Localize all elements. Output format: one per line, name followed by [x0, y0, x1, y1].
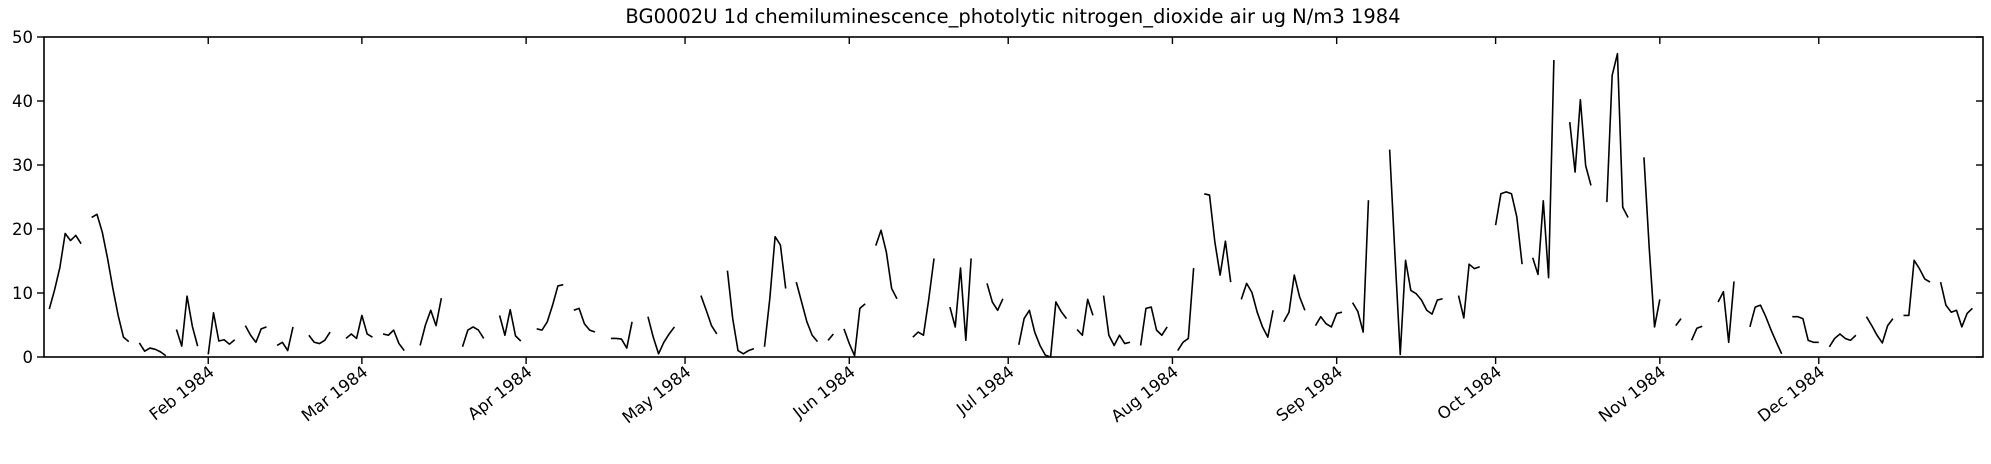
data-line-segment — [1792, 315, 1819, 344]
data-line-segment — [1351, 200, 1370, 333]
data-line-segment — [244, 325, 267, 344]
data-line-segment — [795, 281, 819, 343]
data-line-segment — [1568, 98, 1592, 186]
data-line-segment — [276, 326, 294, 352]
data-line-segment — [986, 283, 1004, 312]
data-line-segment — [573, 307, 596, 333]
data-line-segment — [647, 316, 676, 355]
data-line-segment — [610, 321, 633, 349]
data-line-segment — [91, 213, 130, 343]
data-line-segment — [1177, 267, 1195, 352]
data-line-segment — [1606, 52, 1629, 218]
data-line-segment — [419, 297, 443, 346]
data-line-segment — [138, 342, 167, 357]
data-line-segment — [1314, 311, 1343, 328]
data-line-segment — [345, 314, 373, 340]
data-line-segment — [1204, 193, 1232, 283]
data-line-segment — [763, 235, 787, 347]
data-line-segment — [1282, 274, 1306, 323]
data-line-segment — [1717, 281, 1735, 344]
data-line-segment — [48, 232, 82, 310]
data-line-segment — [875, 229, 898, 300]
data-line-segment — [461, 326, 485, 348]
y-tick-label: 50 — [12, 28, 33, 47]
data-line-segment — [175, 295, 199, 347]
data-line-segment — [1531, 60, 1555, 279]
data-line-segment — [498, 308, 522, 342]
y-tick-label: 30 — [12, 156, 33, 175]
data-line-segment — [1675, 318, 1682, 327]
chart-title: BG0002U 1d chemiluminescence_photolytic … — [625, 5, 1400, 28]
data-line-segment — [1076, 298, 1094, 337]
data-line-segment — [912, 258, 935, 338]
plot-frame — [43, 36, 1984, 358]
data-line-segment — [1388, 149, 1443, 356]
plot-area: 0 10 20 30 40 50 Feb 1984 Mar 1984 Apr 1984 May 1… — [12, 28, 1984, 427]
data-line-segment — [1828, 333, 1857, 348]
data-line-segment — [1494, 191, 1523, 265]
data-line-segment — [700, 295, 718, 335]
data-line-segment — [1139, 306, 1168, 346]
y-tick-label: 40 — [12, 92, 33, 111]
x-tick-label: Apr 1984 — [464, 362, 535, 424]
x-tick-label: May 1984 — [619, 362, 695, 427]
data-line-segment — [308, 331, 331, 345]
x-tick-label: Sep 1984 — [1273, 362, 1346, 425]
x-tick-label: Mar 1984 — [298, 362, 371, 425]
data-line-segment — [1643, 157, 1661, 328]
x-tick-label: Nov 1984 — [1595, 362, 1669, 426]
data-line-segment — [1018, 301, 1068, 358]
data-line-segment — [1749, 304, 1783, 355]
data-line-segment — [827, 333, 834, 341]
x-tick-label: Jul 1984 — [952, 362, 1017, 419]
data-line-segment — [1240, 282, 1274, 338]
x-tick-label: Dec 1984 — [1754, 362, 1828, 426]
data-line-segment — [949, 258, 972, 342]
data-line-segment — [1690, 325, 1703, 341]
x-tick-label: Feb 1984 — [146, 362, 218, 424]
x-tick-label: Oct 1984 — [1434, 362, 1505, 424]
data-line-segment — [726, 270, 755, 355]
y-tick-label: 0 — [23, 348, 34, 367]
x-tick-label: Aug 1984 — [1108, 362, 1182, 426]
data-line-segment — [382, 329, 405, 352]
y-tick-label: 20 — [12, 220, 33, 239]
data-line-segment — [1903, 259, 1931, 317]
data-line-segment — [1457, 263, 1480, 319]
data-line-segment — [207, 312, 236, 355]
x-tick-label: Jun 1984 — [789, 362, 859, 423]
y-tick-label: 10 — [12, 284, 33, 303]
data-line-segment — [843, 303, 866, 357]
data-line-segment — [1865, 316, 1894, 344]
data-line-segment — [1939, 281, 1973, 328]
data-line-segment — [1102, 295, 1131, 347]
data-line-segment — [536, 283, 564, 331]
